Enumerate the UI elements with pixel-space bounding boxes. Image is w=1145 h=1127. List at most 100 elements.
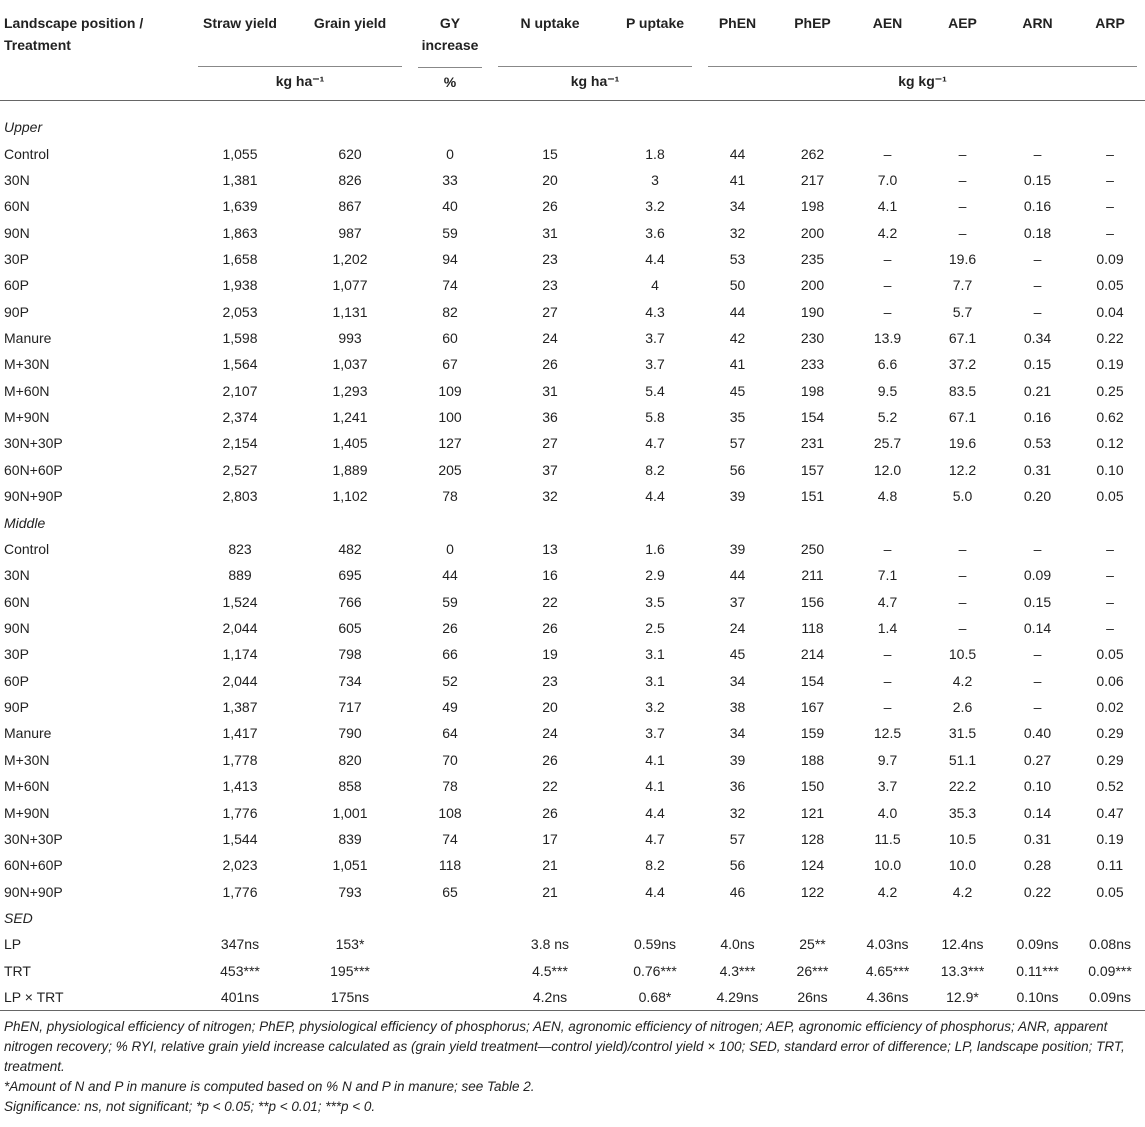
cell: – [883,672,892,689]
cell: 0.40 [1023,725,1052,742]
cell: 0.05 [1096,488,1124,505]
cell: 0.19 [1096,356,1124,373]
cell: 32 [729,804,746,821]
row-label: 60N+60P [4,461,63,478]
row-label: LP [4,936,22,953]
cell: 7.0 [877,171,898,188]
cell: 0.29 [1096,751,1124,768]
cell: 2,527 [222,461,258,478]
cell: – [1033,145,1042,162]
cell: 4.0 [877,804,898,821]
cell: 108 [438,804,462,821]
data-row: 30N 1,381 826 33 20 3 41 217 7.0 – 0.15 – [0,167,1145,193]
cell: 482 [338,540,362,557]
cell: 3.1 [645,672,665,689]
column-header: PhEP [794,15,831,31]
cell: 1,102 [332,488,368,505]
cell: 4.65*** [865,962,910,979]
row-label: M+60N [4,778,50,795]
cell: 19.6 [948,250,977,267]
cell: 25.7 [873,435,902,452]
cell: 0.21 [1023,382,1052,399]
cell: 1,544 [222,830,258,847]
cell: – [1106,198,1114,215]
cell: 56 [729,461,746,478]
cell: 121 [800,804,825,821]
cell: – [958,198,967,215]
cell: – [1033,303,1042,320]
cell: 25** [799,936,826,953]
cell: 31 [542,382,558,399]
cell: 7.1 [877,567,898,584]
cell: 12.5 [873,725,902,742]
cell: 15 [542,145,558,162]
cell: 820 [338,751,362,768]
cell: 0.31 [1023,830,1052,847]
cell: 38 [729,699,746,716]
cell: 10.0 [948,857,977,874]
data-row: 30N 889 695 44 16 2.9 44 211 7.1 – 0.09 – [0,562,1145,588]
cell: 4.5*** [532,962,568,979]
cell: 22 [542,778,558,795]
cell: 4.7 [645,830,665,847]
cell: 44 [729,145,746,162]
cell: 41 [729,356,746,373]
cell: 37 [542,461,558,478]
cell: 1,037 [332,356,368,373]
cell: 5.8 [645,409,665,426]
row-label: 30N+30P [4,830,63,847]
cell: 1.6 [645,540,665,557]
cell: 793 [338,883,362,900]
cell: – [958,171,967,188]
cell: 0.06 [1096,672,1124,689]
table-header: Landscape position / Treatment Straw yiel… [0,0,1145,101]
cell: 2.6 [952,699,973,716]
cell: 6.6 [877,356,898,373]
cell: 9.7 [877,751,898,768]
section-title: Middle [4,514,46,531]
cell: 0.09 [1096,250,1124,267]
cell: 5.7 [952,303,973,320]
cell: – [1033,540,1042,557]
cell: 128 [800,830,825,847]
row-label: Manure [4,330,52,347]
cell: 0.52 [1096,778,1124,795]
data-row: Manure 1,417 790 64 24 3.7 34 159 12.5 31.5 0.40 0.… [0,720,1145,746]
cell: 17 [542,830,558,847]
cell: 0.11 [1096,857,1124,874]
unit-label: kg kg⁻¹ [708,66,1137,90]
cell: 734 [338,672,362,689]
data-row: M+90N 1,776 1,001 108 26 4.4 32 121 4.0 35.3 0.14 0… [0,799,1145,825]
cell: – [1106,620,1114,636]
cell: 1,776 [222,804,258,821]
cell: 26 [542,620,558,636]
cell: 1,938 [222,277,258,294]
cell: 0.04 [1096,303,1124,320]
data-row: M+30N 1,564 1,037 67 26 3.7 41 233 6.6 37.2 0.15 0.… [0,351,1145,377]
cell: 1,001 [332,804,368,821]
cell: 159 [800,725,825,742]
cell: – [883,277,892,294]
data-row: Control 1,055 620 0 15 1.8 44 262 – – – – [0,140,1145,166]
cell: 78 [442,778,458,795]
cell: 1,564 [222,356,258,373]
cell: – [958,145,967,162]
cell: 1,077 [332,277,368,294]
row-label: 30N [4,171,30,188]
column-header: Grain yield [313,15,387,31]
cell: 230 [800,330,825,347]
section-title: SED [4,909,33,926]
cell: 42 [729,330,746,347]
row-label: LP × TRT [0,983,190,1012]
cell: 2,154 [222,435,258,452]
cell: 12.4ns [941,936,984,953]
cell: 40 [442,198,458,215]
cell: 0.28 [1023,857,1052,874]
units-cell: kg kg⁻¹ [700,56,1145,101]
data-row: TRT 453*** 195*** 4.5*** 0.76*** 4.3*** 26*** 4… [0,958,1145,984]
cell: 0.76*** [633,962,677,979]
cell: 37 [729,593,746,610]
cell: 122 [800,883,825,900]
cell: 4.4 [645,804,665,821]
cell: 35 [729,409,746,426]
